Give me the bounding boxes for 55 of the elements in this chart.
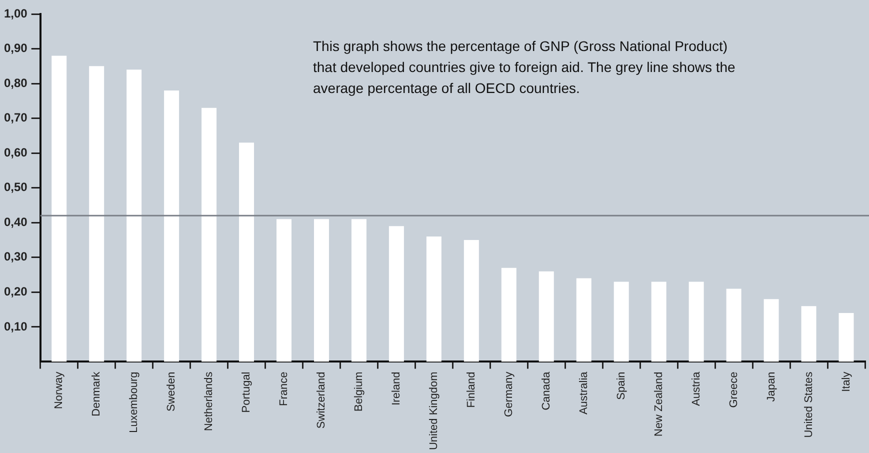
x-tick-label: Spain [615,372,628,400]
x-tick-label: New Zealand [652,372,665,437]
y-tick-label: 0,20 [4,284,28,298]
annotation: This graph shows the percentage of GNP (Gross National Product) that developed countries give to foreign aid. The grey line shows the average percentage of all OECD countries. [313,37,736,98]
bar [726,288,742,362]
bar [801,306,816,362]
bar [688,282,704,362]
bar [538,271,554,362]
bar [202,108,217,362]
x-tick-label: Sweden [166,372,178,412]
x-tick-label: Japan [765,372,778,402]
bar [164,90,180,362]
y-tick-label: 0,30 [4,250,28,264]
x-tick-label: United Kingdom [428,372,440,450]
x-tick-label: Belgium [353,372,365,412]
bar [576,278,592,362]
y-tick-label: 0,90 [4,41,28,56]
y-tick-label: 0,40 [4,214,28,229]
y-tick-label: 0,70 [4,110,28,125]
y-tick-label: 0,10 [4,319,28,334]
x-tick-label: Netherlands [203,371,216,432]
bar [52,56,67,362]
bar [764,299,779,362]
x-tick-label: Canada [540,370,552,410]
bar [126,70,142,362]
x-tick-label: Greece [728,372,740,408]
y-tick-label: 1,00 [4,6,28,20]
x-tick-label: Denmark [90,371,103,416]
x-tick-label: Italy [840,371,852,392]
y-tick-label: 0,60 [4,145,28,160]
bar [276,219,292,362]
bar [501,268,516,362]
x-tick-label: Portugal [240,372,253,413]
x-tick-label: Norway [53,371,66,410]
bar [464,240,479,362]
y-tick-label: 0,80 [4,76,28,90]
bar [351,219,366,362]
bar [614,282,629,362]
x-tick-label: United States [802,371,815,438]
x-tick-label: Finland [465,372,478,408]
bar [314,219,329,362]
x-tick-label: Ireland [390,372,402,406]
x-tick-label: Switzerland [316,372,328,429]
x-tick-label: Australia [578,370,590,415]
bar [426,236,442,362]
x-tick-label: Luxembourg [128,372,140,433]
y-tick-label: 0,50 [4,180,28,194]
bar [89,66,104,362]
x-tick-label: France [278,372,290,406]
bar [838,313,854,362]
bar [239,142,254,362]
x-tick-label: Germany [502,371,515,417]
x-tick-label: Austria [690,370,702,406]
bar [651,282,666,362]
bar [388,226,404,362]
